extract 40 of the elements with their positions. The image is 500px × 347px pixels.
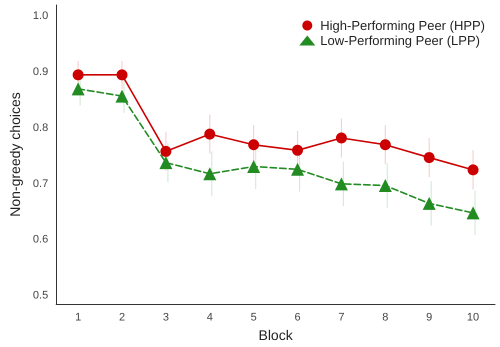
- point: [380, 139, 391, 150]
- x-axis-title: Block: [258, 327, 294, 343]
- y-tick-label: 1.0: [32, 10, 48, 22]
- y-axis-title: Non-greedy choices: [7, 92, 23, 217]
- point: [159, 156, 172, 170]
- point: [291, 162, 304, 176]
- point: [72, 82, 85, 96]
- legend-label: Low-Performing Peer (LPP): [320, 33, 480, 48]
- point: [72, 69, 84, 80]
- y-tick-label: 0.8: [32, 122, 48, 134]
- point: [247, 160, 260, 174]
- y-tick-label: 0.9: [32, 66, 48, 78]
- legend-label: High-Performing Peer (HPP): [320, 18, 486, 33]
- x-tick-label: 7: [338, 312, 344, 324]
- point: [116, 90, 129, 103]
- point: [424, 152, 435, 164]
- x-tick-label: 8: [382, 312, 388, 324]
- point: [334, 177, 348, 190]
- y-tick-label: 0.5: [32, 290, 48, 302]
- point: [466, 206, 480, 220]
- x-tick-label: 9: [426, 312, 432, 324]
- point: [378, 179, 392, 192]
- x-tick-label: 2: [118, 312, 126, 324]
- point: [292, 144, 304, 156]
- y-tick-label: 0.7: [32, 178, 48, 190]
- x-tick-label: 6: [294, 312, 301, 324]
- x-tick-label: 1: [75, 312, 82, 324]
- point: [248, 139, 260, 150]
- point: [204, 128, 216, 140]
- point: [422, 196, 436, 210]
- point: [336, 132, 347, 144]
- x-tick-label: 4: [206, 312, 213, 324]
- y-tick-label: 0.6: [32, 234, 48, 246]
- point: [116, 69, 128, 80]
- x-tick-label: 5: [250, 312, 257, 324]
- point: [160, 146, 172, 157]
- point: [468, 164, 479, 176]
- x-tick-label: 3: [162, 312, 169, 324]
- point: [203, 167, 216, 180]
- x-tick-label: 10: [466, 312, 480, 324]
